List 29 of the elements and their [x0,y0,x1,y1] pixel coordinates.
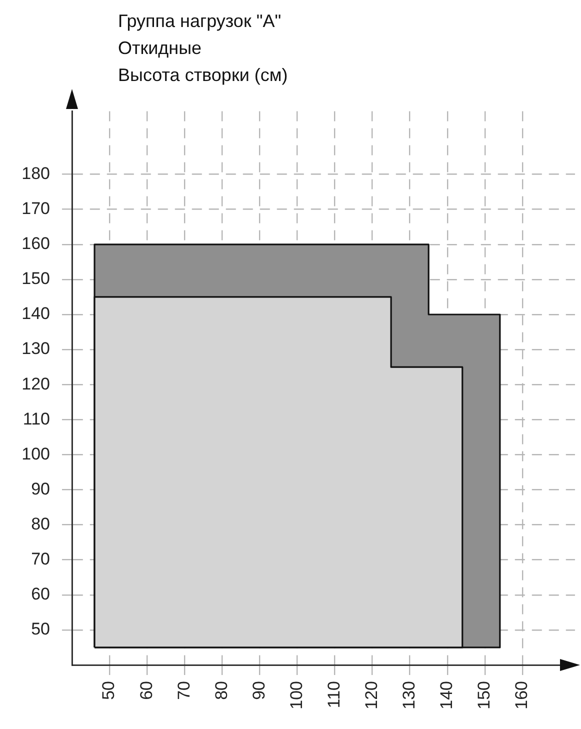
x-tick-label: 100 [286,681,306,710]
x-tick-label: 140 [437,681,456,710]
y-tick-label: 140 [22,304,50,324]
chart-subtitle: Откидные [118,37,203,60]
x-tick-label: 110 [324,681,344,708]
y-tick-label: 150 [22,269,50,288]
x-tick-label: 160 [512,681,532,710]
y-tick-label: 60 [31,584,50,604]
y-tick-label: 160 [22,234,50,254]
y-axis-title: Высота створки (см) [118,64,288,87]
x-tick-label: 130 [400,681,419,710]
x-tick-label: 60 [136,681,156,700]
y-tick-label: 180 [22,164,50,183]
x-tick-label: 150 [474,681,494,710]
y-tick-label: 170 [22,199,50,218]
x-tick-label: 50 [99,681,118,700]
x-tick-label: 80 [212,681,231,700]
y-tick-label: 80 [31,514,50,534]
y-tick-label: 90 [31,479,50,498]
x-tick-label: 70 [174,681,194,700]
y-tick-label: 70 [31,550,50,569]
y-tick-label: 110 [22,409,50,428]
x-tick-label: 90 [249,681,268,700]
y-tick-label: 100 [22,444,50,464]
y-tick-label: 120 [22,374,50,394]
y-tick-label: 50 [31,620,50,639]
y-tick-label: 130 [22,339,50,358]
chart-title: Группа нагрузок "A" [118,10,282,33]
x-tick-label: 120 [362,681,381,710]
